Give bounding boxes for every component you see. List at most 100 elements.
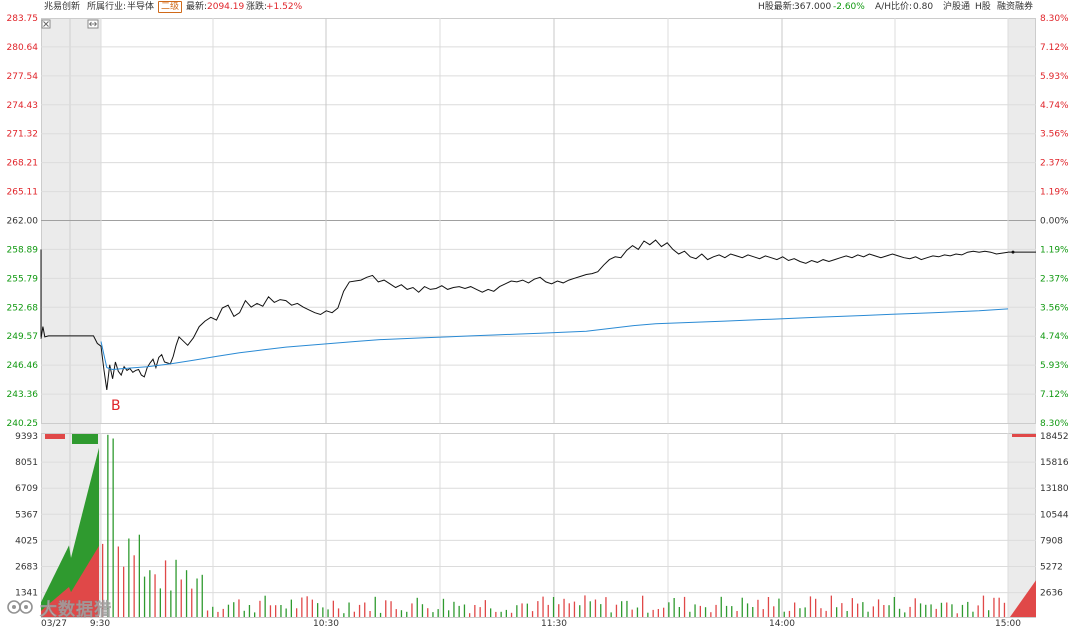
volume-bar xyxy=(621,601,623,617)
price-line xyxy=(40,239,1009,390)
price-lines: B xyxy=(40,239,1036,414)
volume-bar xyxy=(112,438,114,617)
volume-bar xyxy=(573,601,576,617)
volume-bar xyxy=(432,612,434,617)
volume-bar xyxy=(301,597,303,617)
volume-bar xyxy=(746,603,749,617)
volume-bar xyxy=(547,604,549,617)
pct-tick-label: 0.00% xyxy=(1040,217,1069,227)
volume-right-tick-label: 15816 xyxy=(1040,458,1069,468)
time-tick-label: 10:30 xyxy=(313,619,339,629)
volume-bar xyxy=(731,606,733,617)
expand-arrows-icon[interactable] xyxy=(87,19,99,29)
volume-bar xyxy=(710,612,712,617)
volume-bar xyxy=(395,609,397,617)
volume-bar xyxy=(883,605,885,617)
chart-controls xyxy=(41,19,99,29)
volume-bar xyxy=(893,597,895,617)
pct-tick-label: 3.56% xyxy=(1040,130,1069,140)
volume-bar xyxy=(484,600,486,617)
h-latest-label: H股最新: xyxy=(758,2,795,12)
volume-bar xyxy=(862,602,864,617)
volume-bars xyxy=(41,434,1036,617)
time-tick-label: 03/27 xyxy=(41,619,67,629)
volume-bar xyxy=(563,598,565,617)
ah-ratio-label: A/H比价: xyxy=(875,2,912,12)
volume-bar xyxy=(778,598,780,617)
volume-bar xyxy=(904,612,906,617)
volume-bar xyxy=(946,602,948,617)
premarket-volume-red-area xyxy=(41,545,99,617)
volume-bar xyxy=(348,602,350,617)
pct-tick-label: 1.19% xyxy=(1040,245,1069,255)
volume-bar xyxy=(961,604,964,617)
volume-bar xyxy=(164,560,167,617)
price-tick-label: 265.11 xyxy=(7,188,39,198)
volume-bar xyxy=(615,604,618,617)
link-margin-trading[interactable]: 融资融券 xyxy=(997,2,1034,12)
volume-bar xyxy=(149,570,151,617)
change-label: 涨跌: xyxy=(246,2,268,12)
volume-bar xyxy=(663,607,665,617)
volume-bar xyxy=(448,610,450,617)
volume-bar xyxy=(694,604,696,617)
volume-bar xyxy=(636,607,639,617)
volume-bar xyxy=(442,598,445,617)
stock-name[interactable]: 兆易创新 xyxy=(44,2,81,12)
volume-bar xyxy=(925,604,927,617)
volume-bar xyxy=(678,607,680,617)
volume-bar xyxy=(306,596,308,617)
volume-bar xyxy=(143,576,146,617)
watermark-logo-icon xyxy=(7,600,33,614)
volume-bar xyxy=(725,605,728,617)
volume-bar xyxy=(264,595,266,617)
volume-bar xyxy=(668,602,670,617)
volume-bar xyxy=(516,605,518,617)
last-price-dot xyxy=(1011,250,1015,254)
volume-bar xyxy=(877,599,880,617)
volume-bar xyxy=(369,611,371,617)
volume-bar xyxy=(956,613,958,617)
close-icon[interactable] xyxy=(41,19,51,29)
volume-bar xyxy=(337,608,340,617)
volume-bar xyxy=(254,612,256,617)
volume-bar xyxy=(914,598,916,617)
volume-bar xyxy=(463,604,466,617)
volume-bar xyxy=(998,597,1000,617)
level-badge[interactable]: 二级 xyxy=(158,1,183,13)
time-tick-label: 11:30 xyxy=(541,619,567,629)
volume-bar xyxy=(311,599,313,617)
volume-bar xyxy=(940,602,943,617)
pct-tick-label: 5.93% xyxy=(1040,361,1069,371)
volume-bar xyxy=(600,604,602,617)
price-tick-label: 258.89 xyxy=(7,245,39,255)
volume-bar xyxy=(170,590,172,617)
volume-bar xyxy=(175,559,177,617)
volume-bar xyxy=(804,607,806,617)
volume-bar xyxy=(364,602,366,617)
pct-tick-label: 2.37% xyxy=(1040,274,1069,284)
volume-bar xyxy=(794,602,796,617)
volume-bar xyxy=(285,608,287,617)
price-tick-label: 277.54 xyxy=(7,72,39,82)
volume-bar xyxy=(259,600,261,617)
volume-bar xyxy=(657,609,659,617)
volume-bar xyxy=(584,595,586,617)
price-tick-label: 249.57 xyxy=(7,332,39,342)
link-shgt[interactable]: 沪股通 xyxy=(943,2,971,12)
volume-bar xyxy=(159,588,161,617)
link-h-share[interactable]: H股 xyxy=(975,2,991,12)
volume-bar xyxy=(154,574,156,617)
watermark-text: 大数据猎 xyxy=(40,599,112,620)
volume-bar xyxy=(296,608,298,617)
pct-tick-label: 5.93% xyxy=(1040,72,1069,82)
volume-bar xyxy=(809,596,812,617)
volume-bar xyxy=(490,608,492,617)
industry-value[interactable]: 半导体 xyxy=(127,2,155,12)
time-tick-label: 14:00 xyxy=(769,619,795,629)
volume-bar xyxy=(453,601,455,617)
volume-bar xyxy=(988,610,990,617)
volume-tick-label: 2683 xyxy=(15,563,38,573)
volume-right-tick-label: 7908 xyxy=(1040,536,1063,546)
